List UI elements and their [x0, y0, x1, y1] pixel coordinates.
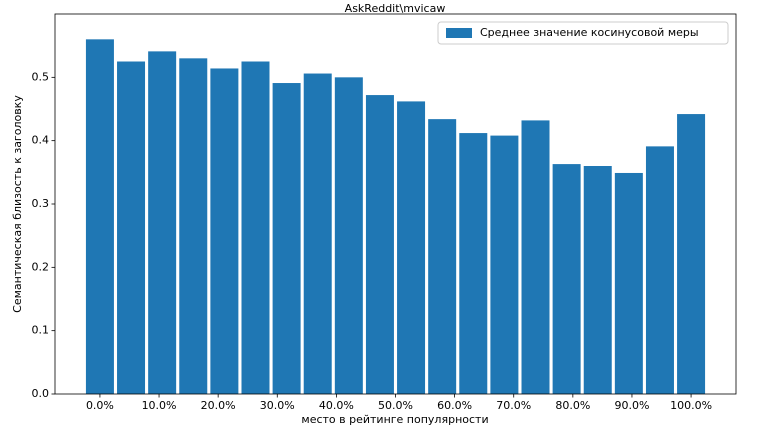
bar: [303, 73, 332, 395]
y-tick-label: 0.3: [32, 197, 50, 210]
legend-label: Среднее значение косинусовой меры: [480, 26, 699, 39]
x-tick-label: 100.0%: [670, 399, 712, 412]
bar: [552, 164, 581, 394]
x-tick-label: 30.0%: [260, 399, 295, 412]
bar: [334, 77, 363, 394]
bar: [85, 39, 114, 394]
y-tick-label: 0.4: [32, 134, 50, 147]
x-tick-label: 40.0%: [319, 399, 354, 412]
bar: [397, 101, 426, 395]
bar: [179, 58, 208, 394]
x-axis-label: место в рейтинге популярности: [301, 413, 488, 426]
chart-title: AskReddit\mvicaw: [345, 2, 446, 15]
y-tick-label: 0.2: [32, 260, 50, 273]
bar: [117, 61, 146, 394]
bar: [365, 95, 394, 395]
bar: [272, 83, 301, 395]
x-tick-label: 90.0%: [614, 399, 649, 412]
x-tick-label: 70.0%: [496, 399, 531, 412]
x-tick-label: 60.0%: [437, 399, 472, 412]
bar: [428, 119, 457, 394]
y-tick-label: 0.5: [32, 70, 50, 83]
y-tick-label: 0.0: [32, 387, 50, 400]
bar: [614, 172, 643, 394]
bar: [521, 120, 550, 395]
bar: [241, 61, 270, 394]
bar: [148, 51, 177, 394]
legend-box: [437, 21, 729, 45]
y-tick-label: 0.1: [32, 324, 50, 337]
bar: [677, 114, 706, 395]
bar: [490, 135, 519, 394]
x-tick-label: 80.0%: [555, 399, 590, 412]
x-tick-label: 10.0%: [142, 399, 177, 412]
y-axis-label: Семантическая близость к заголовку: [11, 95, 24, 313]
x-tick-label: 0.0%: [86, 399, 114, 412]
bar: [645, 146, 674, 394]
legend-swatch: [446, 28, 472, 38]
bar: [210, 68, 239, 394]
x-tick-label: 50.0%: [378, 399, 413, 412]
x-tick-label: 20.0%: [201, 399, 236, 412]
bar: [459, 133, 488, 395]
bar: [583, 166, 612, 394]
